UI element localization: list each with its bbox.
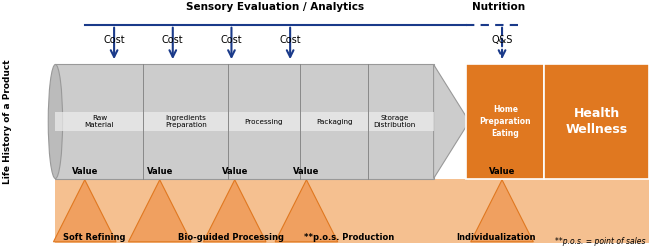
Bar [55, 112, 434, 131]
Polygon shape [275, 180, 338, 242]
Text: Soft Refining: Soft Refining [63, 233, 126, 242]
Ellipse shape [48, 64, 63, 179]
Polygon shape [471, 180, 533, 242]
Text: Home
Preparation
Eating: Home Preparation Eating [479, 105, 531, 138]
Polygon shape [434, 64, 466, 179]
Text: Value: Value [293, 167, 319, 176]
Text: Value: Value [489, 167, 515, 176]
Text: Sensory Evaluation / Analytics: Sensory Evaluation / Analytics [186, 2, 364, 12]
Text: Bio-guided Processing: Bio-guided Processing [179, 233, 284, 242]
Text: Q&S: Q&S [492, 35, 512, 45]
Text: Value: Value [147, 167, 173, 176]
Bar [55, 179, 649, 243]
Bar [544, 64, 649, 179]
Text: Health
Wellness: Health Wellness [565, 107, 628, 136]
Text: Cost: Cost [103, 35, 125, 45]
Text: Life History of a Product: Life History of a Product [3, 59, 12, 184]
Text: Individualization: Individualization [456, 233, 535, 242]
Text: **p.o.s. = point of sales: **p.o.s. = point of sales [555, 237, 645, 246]
Bar [466, 64, 544, 179]
Text: Packaging: Packaging [316, 119, 353, 124]
Text: Cost: Cost [279, 35, 301, 45]
Polygon shape [53, 180, 116, 242]
Text: Raw
Material: Raw Material [85, 115, 114, 128]
Polygon shape [128, 180, 191, 242]
Text: Storage
Distribution: Storage Distribution [374, 115, 415, 128]
Text: Cost: Cost [162, 35, 184, 45]
Text: Ingredients
Preparation: Ingredients Preparation [165, 115, 207, 128]
Text: **p.o.s. Production: **p.o.s. Production [304, 233, 394, 242]
Text: Processing: Processing [244, 119, 284, 124]
Text: Value: Value [72, 167, 98, 176]
Text: Cost: Cost [220, 35, 243, 45]
Text: Value: Value [222, 167, 248, 176]
Polygon shape [203, 180, 266, 242]
Bar [55, 64, 434, 179]
Text: Nutrition: Nutrition [472, 2, 526, 12]
